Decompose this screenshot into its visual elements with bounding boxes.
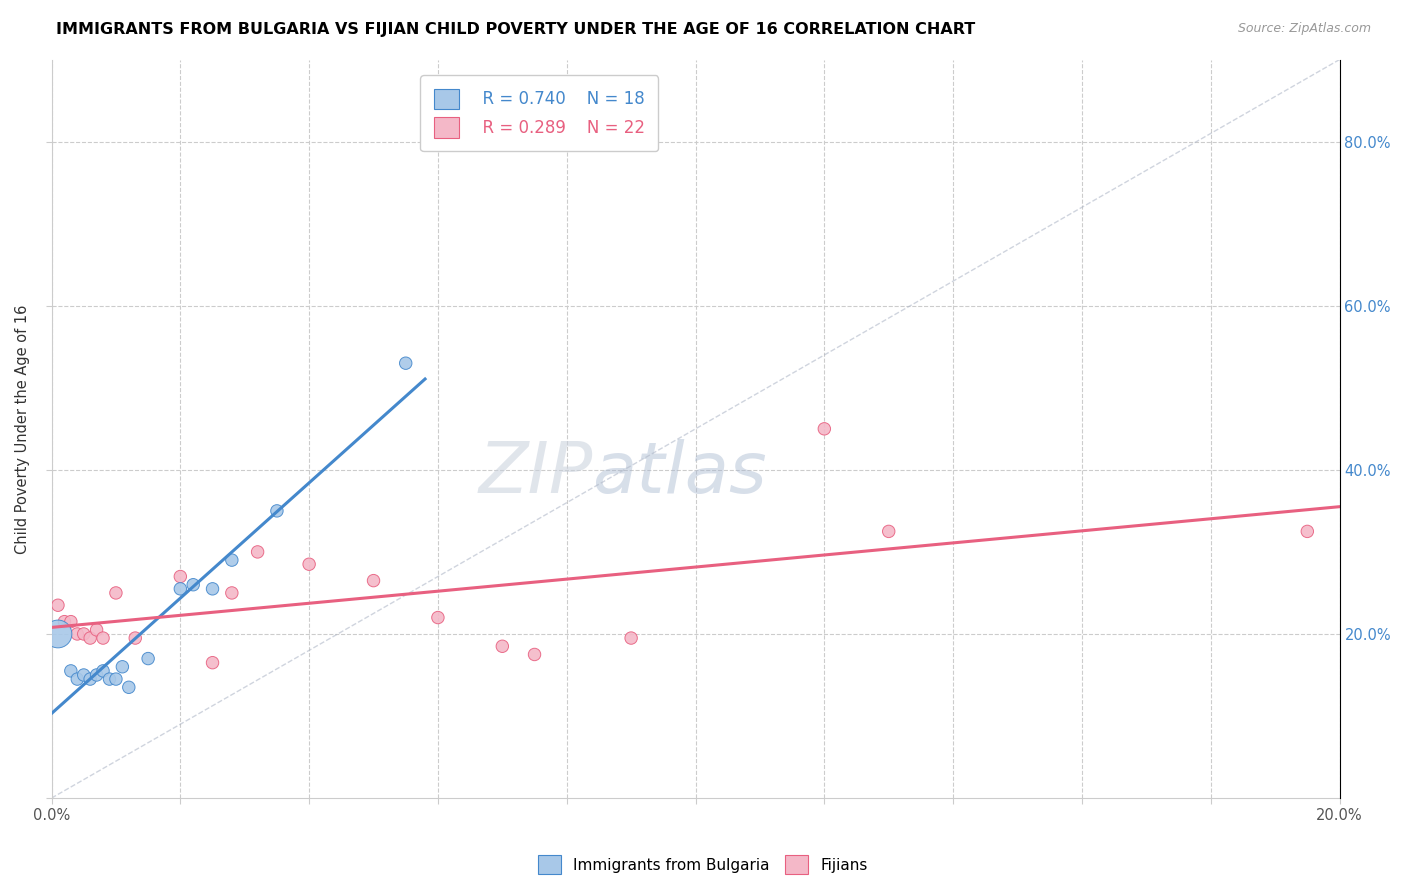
Point: [98, 672, 121, 686]
Point: [523, 648, 546, 662]
Point: [169, 582, 191, 596]
Point: [620, 631, 643, 645]
Point: [221, 553, 243, 567]
Point: [201, 656, 224, 670]
Point: [813, 422, 835, 436]
Point: [181, 578, 204, 592]
Point: [246, 545, 269, 559]
Text: atlas: atlas: [592, 439, 768, 508]
Point: [66, 672, 89, 686]
Legend:   R = 0.740    N = 18,   R = 0.289    N = 22: R = 0.740 N = 18, R = 0.289 N = 22: [420, 75, 658, 151]
Point: [111, 660, 134, 674]
Point: [395, 356, 418, 370]
Point: [298, 558, 321, 572]
Point: [1296, 524, 1319, 539]
Point: [73, 627, 96, 641]
Point: [46, 599, 69, 613]
Text: Source: ZipAtlas.com: Source: ZipAtlas.com: [1237, 22, 1371, 36]
Point: [118, 681, 141, 695]
Point: [266, 504, 288, 518]
Point: [104, 672, 127, 686]
Point: [86, 668, 108, 682]
Point: [124, 631, 146, 645]
Point: [363, 574, 385, 588]
Y-axis label: Child Poverty Under the Age of 16: Child Poverty Under the Age of 16: [15, 304, 30, 554]
Point: [104, 586, 127, 600]
Point: [91, 631, 114, 645]
Point: [169, 569, 191, 583]
Point: [91, 664, 114, 678]
Point: [79, 631, 101, 645]
Point: [426, 610, 449, 624]
Point: [73, 668, 96, 682]
Point: [86, 623, 108, 637]
Point: [53, 615, 76, 629]
Point: [59, 664, 82, 678]
Point: [79, 672, 101, 686]
Point: [136, 651, 159, 665]
Text: ZIP: ZIP: [478, 439, 592, 508]
Legend: Immigrants from Bulgaria, Fijians: Immigrants from Bulgaria, Fijians: [533, 849, 873, 880]
Text: IMMIGRANTS FROM BULGARIA VS FIJIAN CHILD POVERTY UNDER THE AGE OF 16 CORRELATION: IMMIGRANTS FROM BULGARIA VS FIJIAN CHILD…: [56, 22, 976, 37]
Point: [201, 582, 224, 596]
Point: [59, 615, 82, 629]
Point: [46, 627, 69, 641]
Point: [221, 586, 243, 600]
Point: [66, 627, 89, 641]
Point: [491, 640, 513, 654]
Point: [877, 524, 900, 539]
